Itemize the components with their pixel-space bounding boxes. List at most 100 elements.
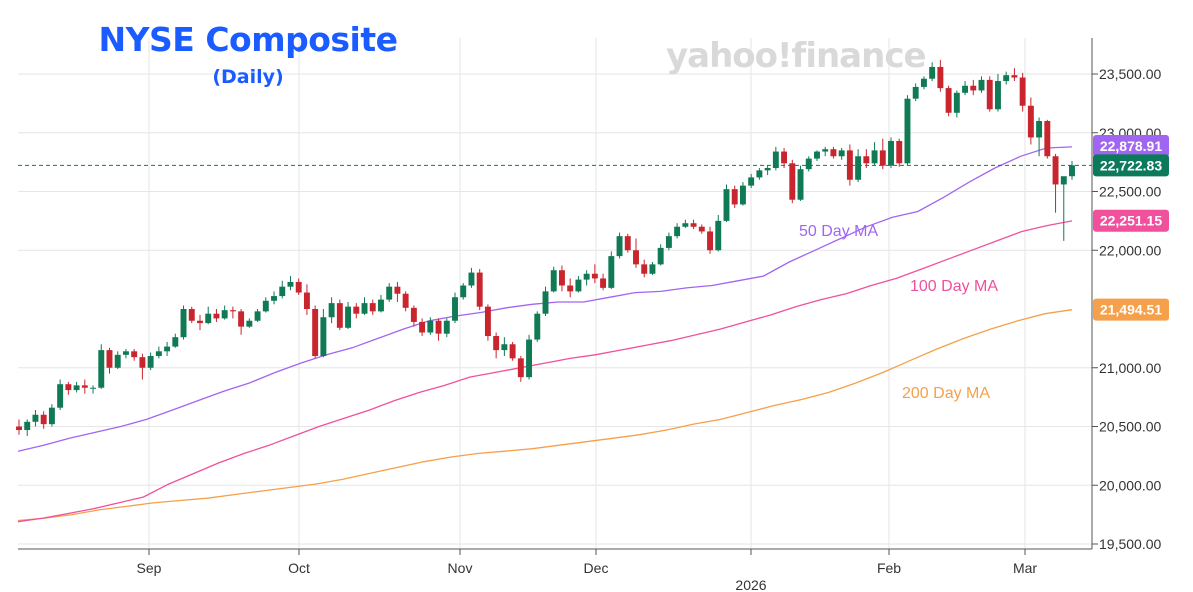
candlestick [295, 278, 302, 295]
candle-body [986, 79, 993, 110]
candlestick [427, 317, 434, 335]
candlestick [822, 146, 829, 157]
y-tick-label: 21,000.00 [1099, 360, 1161, 376]
candlestick [739, 182, 746, 206]
candlestick [213, 309, 220, 322]
candlestick [896, 138, 903, 167]
ma50-badge-text: 22,878.91 [1100, 138, 1162, 154]
candlestick [517, 356, 524, 382]
candle-body [1011, 75, 1018, 78]
candle-body [797, 169, 804, 200]
candle-body [1036, 121, 1043, 138]
candle-body [517, 358, 524, 378]
candle-body [781, 151, 788, 164]
candlestick [435, 318, 442, 341]
candle-body [534, 313, 541, 340]
candlestick [328, 297, 335, 324]
candlestick [493, 332, 500, 359]
candlestick [723, 184, 730, 223]
candle-body [452, 297, 458, 321]
candlestick [731, 185, 738, 208]
candle-body [188, 309, 195, 321]
y-tick-label: 20,000.00 [1099, 477, 1161, 493]
candle-body [855, 156, 862, 180]
y-tick-label: 22,500.00 [1099, 184, 1161, 200]
ma200-badge: 21,494.51 [1093, 298, 1169, 321]
candlestick [608, 251, 615, 290]
candlestick [147, 352, 154, 371]
candle-body [526, 339, 533, 378]
candlestick [40, 411, 47, 429]
candle-body [493, 336, 500, 351]
candle-body [476, 272, 483, 307]
candle-body [32, 414, 39, 422]
current-price-badge-text: 22,722.83 [1100, 157, 1162, 173]
candlestick [978, 76, 985, 93]
candle-body [739, 185, 746, 205]
candle-body [1069, 165, 1075, 177]
candle-body [674, 226, 681, 237]
candle-body [698, 226, 705, 232]
candle-body [879, 150, 886, 166]
candlestick [970, 79, 977, 96]
ma100-badge-bg [1093, 209, 1169, 232]
ma200-badge-text: 21,494.51 [1100, 302, 1162, 318]
candle-body [229, 310, 236, 312]
candle-body [114, 354, 121, 368]
candlestick [912, 83, 919, 102]
candlestick [920, 76, 927, 90]
ma-label-1: 100 Day MA [910, 278, 998, 295]
ma100-line [17, 220, 1073, 523]
candlestick [394, 281, 401, 302]
candle-body [953, 92, 960, 113]
candlestick [188, 306, 195, 324]
ma50-badge: 22,878.91 [1093, 134, 1169, 157]
candle-body [641, 264, 648, 274]
candle-body [665, 236, 672, 248]
candle-body [40, 414, 47, 425]
candlestick [180, 305, 187, 340]
value-labels: 50 Day MA 100 Day MA 200 Day MA 22,878.91 22… [18, 134, 1169, 402]
candle-body [929, 66, 936, 79]
candlestick [937, 59, 944, 92]
candlestick [378, 294, 384, 313]
candlestick [772, 146, 779, 171]
candlestick [698, 224, 705, 234]
candlestick [764, 165, 771, 176]
candlestick [756, 168, 763, 180]
candle-body [369, 303, 376, 312]
candlestick [122, 348, 129, 359]
year-label: 2026 [735, 577, 766, 592]
candlestick [114, 351, 121, 369]
candlestick [262, 297, 269, 313]
candle-body [427, 320, 434, 333]
candle-body [937, 66, 944, 89]
candle-body [649, 264, 656, 274]
candle-body [98, 350, 105, 388]
candlestick [48, 404, 55, 427]
candlestick [386, 283, 393, 302]
candle-body [378, 299, 384, 312]
candle-body [336, 303, 343, 328]
candlestick [361, 297, 368, 315]
current-price-badge: 22,722.83 [1093, 154, 1169, 177]
candle-body [558, 270, 565, 286]
candle-body [402, 293, 409, 308]
candlestick [131, 348, 138, 361]
candle-body [213, 313, 220, 319]
candle-body [896, 140, 903, 164]
candlestick [962, 81, 969, 96]
candlestick [345, 301, 352, 329]
chart-title: NYSE Composite [98, 20, 399, 59]
candlestick [57, 379, 64, 411]
candlestick [665, 232, 672, 251]
candlestick [197, 314, 203, 331]
candle-body [1027, 105, 1034, 138]
candlestick [402, 291, 409, 312]
candle-body [205, 313, 212, 324]
x-tick-label: Sep [137, 560, 162, 576]
candlestick [1036, 117, 1043, 157]
candlestick [929, 62, 936, 82]
candle-body [509, 344, 516, 359]
candlestick [254, 309, 261, 322]
